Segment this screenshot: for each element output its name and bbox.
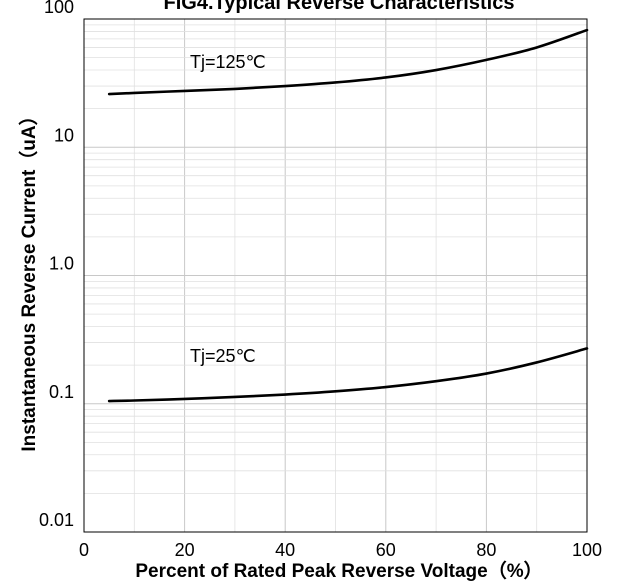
plot-frame — [83, 18, 588, 533]
y-tick-label: 0.1 — [49, 382, 74, 402]
y-axis-title: Instantaneous Reverse Current（uA） — [17, 106, 40, 451]
tick-layer: 0 20 40 60 80 100 0.01 0.1 1.0 10 100 — [39, 0, 602, 560]
series-line-tj-125 — [107, 28, 589, 96]
x-tick-label: 60 — [376, 540, 396, 560]
x-tick-label: 80 — [476, 540, 496, 560]
x-tick-label: 20 — [175, 540, 195, 560]
x-tick-label: 40 — [275, 540, 295, 560]
x-axis-title: Percent of Rated Peak Reverse Voltage（%） — [135, 559, 542, 582]
x-tick-label: 0 — [79, 540, 89, 560]
y-tick-label: 100 — [44, 0, 74, 17]
grid-layer — [83, 18, 588, 533]
label-layer: Tj=125℃ Tj=25℃ — [190, 52, 266, 366]
x-tick-label: 100 — [572, 540, 602, 560]
series-label-tj-125: Tj=125℃ — [190, 52, 266, 72]
y-tick-label: 0.01 — [39, 510, 74, 530]
series-line-tj-25 — [107, 347, 589, 403]
series-layer — [107, 28, 589, 403]
y-tick-label: 10 — [54, 125, 74, 145]
chart-title: FIG4.Typical Reverse Characteristics — [164, 0, 515, 14]
y-tick-label: 1.0 — [49, 254, 74, 274]
series-label-tj-25: Tj=25℃ — [190, 346, 256, 366]
